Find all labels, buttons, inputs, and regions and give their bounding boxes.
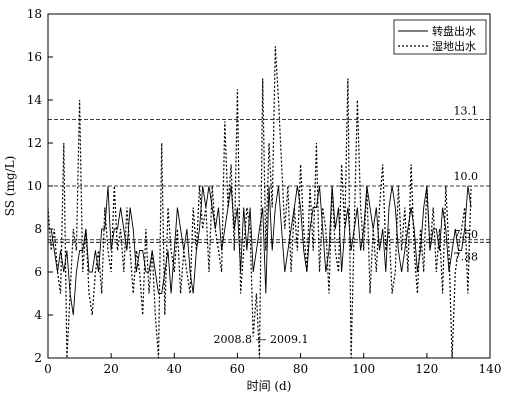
y-axis-title: SS (mg/L) bbox=[3, 156, 17, 216]
y-tick-label: 18 bbox=[27, 7, 42, 21]
legend-label-series-1: 转盘出水 bbox=[432, 24, 476, 38]
reference-lines: 13.1 10.0 7.50 7.38 bbox=[48, 104, 490, 263]
x-tick-label: 100 bbox=[352, 362, 375, 376]
reference-line-label: 10.0 bbox=[454, 170, 479, 183]
x-tick-label: 120 bbox=[415, 362, 438, 376]
series-line-1 bbox=[48, 185, 472, 316]
x-axis: 0 20 40 60 80 100 120 140 bbox=[44, 353, 501, 376]
x-axis-title: 时间 (d) bbox=[247, 379, 292, 393]
x-tick-label: 80 bbox=[293, 362, 308, 376]
reference-line-label: 7.38 bbox=[454, 250, 479, 263]
x-tick-label: 20 bbox=[104, 362, 119, 376]
x-tick-label: 140 bbox=[479, 362, 502, 376]
y-tick-label: 2 bbox=[34, 351, 42, 365]
y-tick-label: 8 bbox=[34, 222, 42, 236]
x-tick-label: 60 bbox=[230, 362, 245, 376]
x-tick-label: 40 bbox=[167, 362, 182, 376]
y-tick-label: 14 bbox=[27, 93, 43, 107]
y-tick-label: 6 bbox=[34, 265, 42, 279]
y-tick-label: 12 bbox=[27, 136, 42, 150]
series-layer bbox=[48, 46, 472, 358]
y-axis: 2 4 6 8 10 12 14 16 18 bbox=[27, 7, 53, 365]
series-line-2 bbox=[48, 46, 472, 358]
y-tick-label: 16 bbox=[27, 50, 42, 64]
legend: 转盘出水 湿地出水 bbox=[393, 19, 487, 55]
x-tick-label: 0 bbox=[44, 362, 52, 376]
y-tick-label: 4 bbox=[34, 308, 42, 322]
reference-line-label: 7.50 bbox=[454, 228, 479, 241]
legend-label-series-2: 湿地出水 bbox=[432, 39, 476, 53]
reference-line-label: 13.1 bbox=[454, 104, 479, 117]
legend-box bbox=[393, 19, 487, 55]
date-range-annotation: 2008.8 — 2009.1 bbox=[214, 333, 309, 346]
y-tick-label: 10 bbox=[27, 179, 42, 193]
